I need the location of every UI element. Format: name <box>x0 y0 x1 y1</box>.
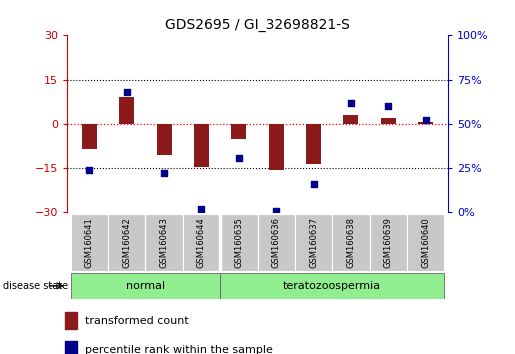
Text: normal: normal <box>126 281 165 291</box>
Title: GDS2695 / GI_32698821-S: GDS2695 / GI_32698821-S <box>165 18 350 32</box>
Bar <box>381 118 396 124</box>
Bar <box>119 97 134 124</box>
Text: GSM160637: GSM160637 <box>309 217 318 268</box>
Bar <box>183 214 220 271</box>
Point <box>123 89 131 95</box>
Text: GSM160642: GSM160642 <box>122 217 131 268</box>
Bar <box>220 273 444 299</box>
Text: GSM160638: GSM160638 <box>347 217 355 268</box>
Bar <box>269 124 284 170</box>
Point <box>421 118 430 123</box>
Text: GSM160635: GSM160635 <box>234 217 243 268</box>
Point <box>85 167 94 173</box>
Bar <box>82 124 97 149</box>
Bar <box>344 115 358 124</box>
Point <box>347 100 355 105</box>
Bar <box>418 122 433 124</box>
Point <box>160 171 168 176</box>
Text: GSM160644: GSM160644 <box>197 217 206 268</box>
Bar <box>194 124 209 167</box>
Bar <box>332 214 370 271</box>
Point <box>384 103 392 109</box>
Bar <box>295 214 332 271</box>
Bar <box>231 124 246 139</box>
Text: GSM160643: GSM160643 <box>160 217 168 268</box>
Bar <box>65 312 77 330</box>
Text: teratozoospermia: teratozoospermia <box>283 281 381 291</box>
Bar <box>65 341 77 354</box>
Text: percentile rank within the sample: percentile rank within the sample <box>85 345 272 354</box>
Bar <box>306 124 321 164</box>
Bar <box>157 124 171 155</box>
Bar <box>145 214 183 271</box>
Point <box>272 208 280 213</box>
Point <box>197 206 205 212</box>
Bar <box>71 273 220 299</box>
Bar <box>220 214 258 271</box>
Text: GSM160636: GSM160636 <box>272 217 281 268</box>
Bar <box>108 214 145 271</box>
Text: GSM160641: GSM160641 <box>85 217 94 268</box>
Point <box>235 155 243 160</box>
Bar <box>407 214 444 271</box>
Point <box>310 181 318 187</box>
Text: GSM160640: GSM160640 <box>421 217 430 268</box>
Bar <box>370 214 407 271</box>
Bar <box>258 214 295 271</box>
Text: transformed count: transformed count <box>85 315 188 326</box>
Text: disease state: disease state <box>3 281 67 291</box>
Text: GSM160639: GSM160639 <box>384 217 393 268</box>
Bar <box>71 214 108 271</box>
